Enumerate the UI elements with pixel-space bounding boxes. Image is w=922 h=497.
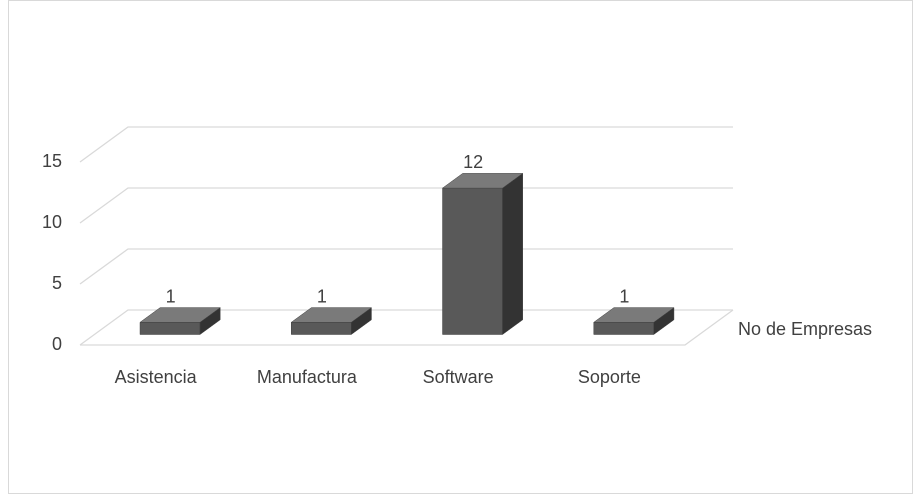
grid-line — [79, 248, 733, 285]
y-tick-label: 5 — [52, 273, 62, 293]
bar-side — [502, 172, 523, 335]
y-tick-label: 15 — [42, 151, 62, 171]
bar-top — [139, 307, 221, 323]
grid-line — [79, 309, 733, 346]
data-label: 1 — [619, 286, 629, 306]
y-tick-label: 10 — [42, 212, 62, 232]
data-label: 12 — [463, 152, 483, 172]
bar-top — [593, 307, 675, 323]
grid-line — [79, 187, 733, 224]
bar-top — [290, 307, 373, 323]
bar-front — [291, 322, 352, 335]
grid-line — [79, 126, 733, 163]
x-tick-label: Manufactura — [257, 367, 358, 387]
bar-top — [441, 173, 524, 189]
x-tick-label: Soporte — [578, 367, 641, 387]
x-tick-label: Asistencia — [115, 367, 198, 387]
data-label: 1 — [317, 286, 327, 306]
bar-front — [442, 187, 503, 335]
legend-label: No de Empresas — [738, 319, 872, 339]
bar-front — [139, 322, 201, 335]
data-label: 1 — [166, 286, 176, 306]
floor-edge — [80, 309, 734, 346]
y-tick-label: 0 — [52, 334, 62, 354]
x-tick-label: Software — [423, 367, 494, 387]
bar-front — [593, 322, 655, 335]
